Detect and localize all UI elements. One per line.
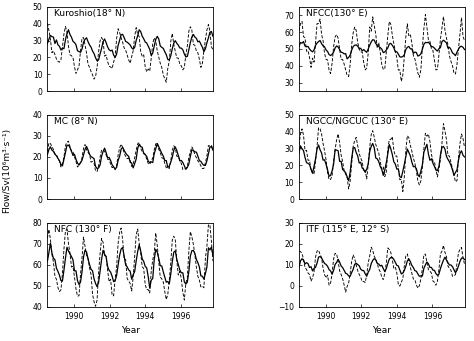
Text: NFC (130° F): NFC (130° F) — [54, 225, 112, 234]
Text: NFCC(130° E): NFCC(130° E) — [306, 9, 367, 18]
X-axis label: Year: Year — [372, 326, 391, 335]
Text: Flow/Sv(10⁶m³·s⁻¹): Flow/Sv(10⁶m³·s⁻¹) — [3, 128, 11, 213]
Text: ITF (115° E, 12° S): ITF (115° E, 12° S) — [306, 225, 389, 234]
Text: Kuroshio(18° N): Kuroshio(18° N) — [54, 9, 125, 18]
Text: MC (8° N): MC (8° N) — [54, 117, 98, 126]
Text: NGCC/NGCUC (130° E): NGCC/NGCUC (130° E) — [306, 117, 408, 126]
X-axis label: Year: Year — [121, 326, 140, 335]
